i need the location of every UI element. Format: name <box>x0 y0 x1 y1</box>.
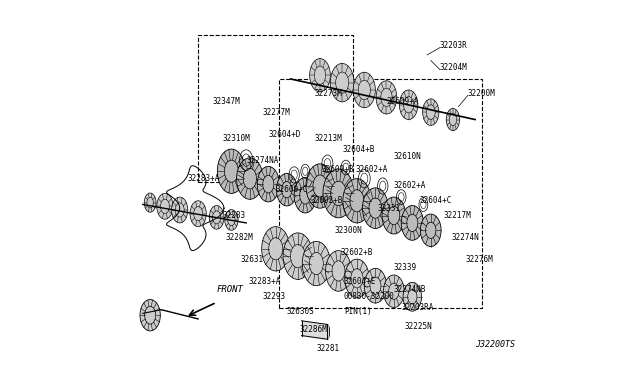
Ellipse shape <box>157 193 173 219</box>
Text: 32283+A: 32283+A <box>187 174 220 183</box>
Ellipse shape <box>422 99 439 125</box>
Text: 32604+C: 32604+C <box>420 196 452 205</box>
Text: 32213M: 32213M <box>314 134 342 142</box>
Ellipse shape <box>353 72 376 108</box>
Text: 32609+C: 32609+C <box>276 185 308 194</box>
Ellipse shape <box>218 149 245 193</box>
Ellipse shape <box>420 214 441 247</box>
Text: 32602+A: 32602+A <box>355 165 387 174</box>
Ellipse shape <box>330 63 354 102</box>
Ellipse shape <box>323 169 354 218</box>
Ellipse shape <box>382 197 406 234</box>
Text: 32347M: 32347M <box>213 97 241 106</box>
Text: 32630S: 32630S <box>287 307 314 316</box>
Ellipse shape <box>276 173 297 206</box>
Ellipse shape <box>225 210 238 230</box>
Ellipse shape <box>345 259 369 298</box>
Ellipse shape <box>144 193 156 212</box>
Text: 32610N: 32610N <box>394 152 422 161</box>
Ellipse shape <box>403 282 422 311</box>
Ellipse shape <box>343 179 371 223</box>
Ellipse shape <box>399 90 418 119</box>
Text: 32273M: 32273M <box>314 89 342 98</box>
Text: 32602+B: 32602+B <box>340 248 372 257</box>
Text: 32274N: 32274N <box>451 233 479 242</box>
Text: 32602+B: 32602+B <box>311 196 343 205</box>
Text: 32203R: 32203R <box>440 41 468 50</box>
Ellipse shape <box>302 241 330 286</box>
Ellipse shape <box>362 188 388 228</box>
Text: 32310M: 32310M <box>222 134 250 142</box>
Text: 32293: 32293 <box>263 292 286 301</box>
Ellipse shape <box>325 324 330 339</box>
Text: PIN(1): PIN(1) <box>344 307 372 316</box>
Text: 32282M: 32282M <box>226 233 253 242</box>
Text: 32331: 32331 <box>377 203 401 213</box>
Text: 32631: 32631 <box>241 255 264 264</box>
Ellipse shape <box>326 251 351 291</box>
Text: 32274NA: 32274NA <box>246 155 278 165</box>
Text: 00830-32200: 00830-32200 <box>344 292 395 301</box>
Text: 32277M: 32277M <box>263 108 291 117</box>
Text: 32300N: 32300N <box>335 226 362 235</box>
Text: J32200TS: J32200TS <box>475 340 515 349</box>
Text: 32604+D: 32604+D <box>268 130 301 139</box>
Ellipse shape <box>310 59 330 92</box>
Ellipse shape <box>262 227 290 271</box>
Ellipse shape <box>383 275 404 308</box>
Ellipse shape <box>283 233 312 279</box>
Text: 32200M: 32200M <box>468 89 495 98</box>
Text: FRONT: FRONT <box>216 285 243 294</box>
Text: 32604+B: 32604+B <box>342 145 374 154</box>
Text: 32204M: 32204M <box>440 63 468 72</box>
Text: 32281: 32281 <box>316 344 339 353</box>
Ellipse shape <box>306 164 334 208</box>
Ellipse shape <box>364 268 387 303</box>
Ellipse shape <box>140 299 160 331</box>
Text: 32203RA: 32203RA <box>401 303 434 312</box>
Ellipse shape <box>294 177 316 213</box>
Text: 32276M: 32276M <box>466 255 493 264</box>
Text: 32286M: 32286M <box>300 326 328 334</box>
Text: 32602+A: 32602+A <box>394 182 426 190</box>
Text: 32274NB: 32274NB <box>394 285 426 294</box>
Text: 32609+A: 32609+A <box>387 97 419 106</box>
Text: 32283+A: 32283+A <box>248 278 280 286</box>
Text: 32283: 32283 <box>222 211 245 220</box>
Text: 32604+E: 32604+E <box>344 278 376 286</box>
Ellipse shape <box>401 206 424 240</box>
Text: 32217M: 32217M <box>444 211 472 220</box>
Text: 32609+B: 32609+B <box>322 165 354 174</box>
Ellipse shape <box>190 201 206 227</box>
Ellipse shape <box>376 81 397 114</box>
Text: 32339: 32339 <box>394 263 417 272</box>
Ellipse shape <box>237 158 263 199</box>
Ellipse shape <box>209 206 224 229</box>
Text: 32225N: 32225N <box>405 322 433 331</box>
Ellipse shape <box>257 166 280 202</box>
Ellipse shape <box>172 197 188 223</box>
Ellipse shape <box>446 109 460 131</box>
